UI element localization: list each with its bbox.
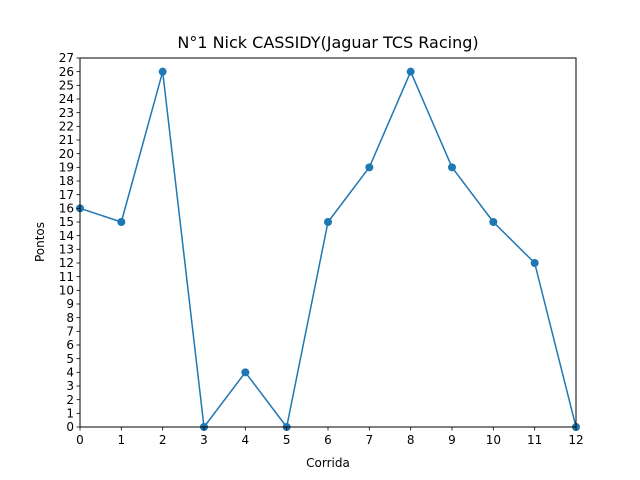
y-tick-label: 18 <box>59 174 74 188</box>
y-tick-label: 2 <box>66 393 74 407</box>
y-tick-label: 27 <box>59 51 74 65</box>
y-tick-label: 15 <box>59 215 74 229</box>
y-tick-label: 24 <box>59 92 74 106</box>
x-tick-label: 0 <box>76 433 84 447</box>
x-tick-label: 12 <box>568 433 583 447</box>
x-tick-label: 11 <box>527 433 542 447</box>
y-tick-label: 17 <box>59 188 74 202</box>
y-tick-label: 23 <box>59 106 74 120</box>
data-point <box>448 163 456 172</box>
x-tick-label: 6 <box>324 433 332 447</box>
y-tick-label: 19 <box>59 161 74 175</box>
x-axis: 0 1 2 3 4 5 6 7 8 9 10 11 12 <box>76 427 584 447</box>
y-tick-label: 8 <box>66 311 74 325</box>
y-tick-label: 9 <box>66 297 74 311</box>
y-axis: 0123456789101112131415161718192021222324… <box>59 51 80 434</box>
series-layer <box>76 67 580 431</box>
x-tick-label: 10 <box>486 433 501 447</box>
y-tick-label: 4 <box>66 366 74 380</box>
y-tick-label: 21 <box>59 133 74 147</box>
x-tick-label: 8 <box>407 433 415 447</box>
data-point <box>489 218 498 226</box>
y-tick-label: 20 <box>59 147 74 161</box>
y-tick-label: 5 <box>66 352 74 366</box>
y-tick-label: 3 <box>66 379 74 393</box>
data-point <box>406 67 415 76</box>
y-tick-label: 7 <box>66 325 74 339</box>
x-tick-label: 1 <box>118 433 126 447</box>
y-tick-label: 14 <box>59 229 74 243</box>
y-axis-label: Pontos <box>33 222 47 262</box>
y-tick-label: 6 <box>66 338 74 352</box>
y-tick-label: 1 <box>66 407 74 421</box>
x-tick-label: 3 <box>200 433 208 447</box>
x-tick-label: 7 <box>366 433 374 447</box>
data-point <box>158 67 167 76</box>
y-tick-label: 12 <box>59 256 74 270</box>
y-tick-label: 25 <box>59 79 74 93</box>
x-tick-label: 4 <box>242 433 250 447</box>
chart-title: N°1 Nick CASSIDY(Jaguar TCS Racing) <box>177 33 478 52</box>
y-tick-label: 13 <box>59 243 74 257</box>
data-point <box>117 218 126 226</box>
y-tick-label: 16 <box>59 202 74 216</box>
y-tick-label: 0 <box>66 420 74 434</box>
data-point <box>241 368 250 377</box>
x-axis-label: Corrida <box>306 456 350 470</box>
y-tick-label: 10 <box>59 284 74 298</box>
data-point <box>365 163 374 172</box>
y-tick-label: 11 <box>59 270 74 284</box>
y-tick-label: 26 <box>59 65 74 79</box>
y-tick-label: 22 <box>59 120 74 134</box>
x-tick-label: 2 <box>159 433 167 447</box>
data-point <box>324 218 332 226</box>
data-point <box>530 259 539 267</box>
x-tick-label: 9 <box>448 433 456 447</box>
x-tick-label: 5 <box>283 433 291 447</box>
